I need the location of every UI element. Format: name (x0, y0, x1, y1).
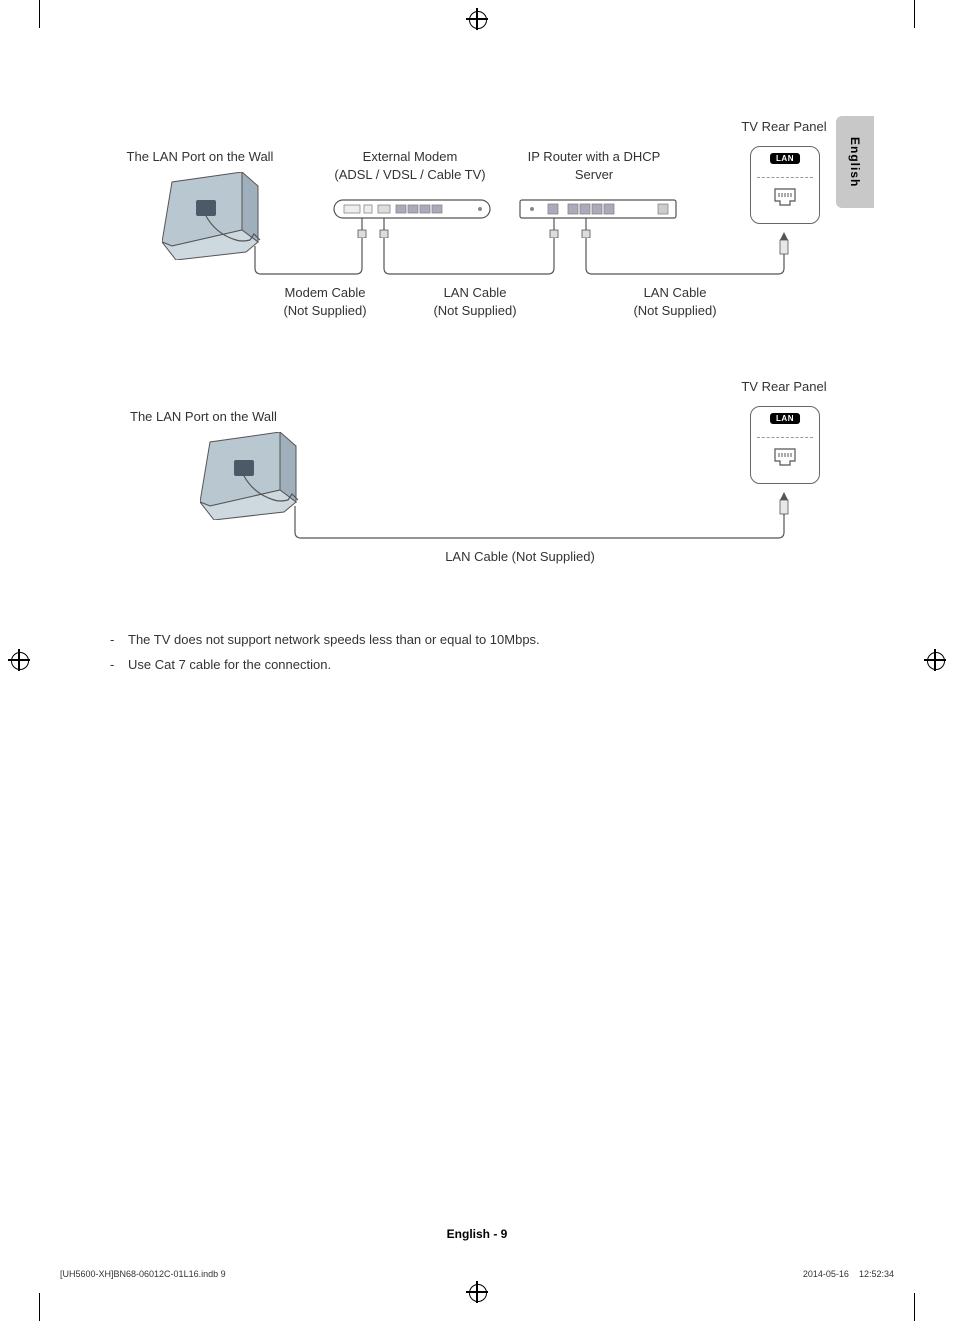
router-title: IP Router with a DHCP (528, 149, 661, 164)
print-date: 2014-05-16 (803, 1269, 849, 1279)
modem-cable-text: Modem Cable (285, 285, 366, 300)
note-item: Use Cat 7 cable for the connection. (110, 653, 860, 678)
modem-label: External Modem (ADSL / VDSL / Cable TV) (320, 148, 500, 184)
tv-rear-panel-icon-2: LAN (750, 406, 820, 484)
modem-cable-sub: (Not Supplied) (283, 303, 366, 318)
lan-cable-direct-label: LAN Cable (Not Supplied) (410, 548, 630, 566)
wall-port-label-2: The LAN Port on the Wall (130, 408, 330, 426)
lan-cable1-text: LAN Cable (444, 285, 507, 300)
lan-cable1-sub: (Not Supplied) (433, 303, 516, 318)
crop-mark (914, 1293, 915, 1321)
note-item: The TV does not support network speeds l… (110, 628, 860, 653)
tv-rear-panel-label: TV Rear Panel (714, 118, 854, 136)
router-label: IP Router with a DHCP Server (504, 148, 684, 184)
print-timestamp: 2014-05-16 12:52:34 (803, 1269, 894, 1279)
network-diagram-direct: TV Rear Panel The LAN Port on the Wall L… (100, 378, 860, 578)
lan-badge-2: LAN (770, 413, 800, 424)
registration-mark-icon (8, 649, 30, 671)
registration-mark-icon (924, 649, 946, 671)
crop-mark (39, 1293, 40, 1321)
ip-router-icon (518, 198, 678, 224)
registration-mark-icon (466, 1281, 488, 1303)
tv-rear-panel-icon: LAN (750, 146, 820, 224)
rj45-port-icon-2 (773, 447, 797, 467)
page-footer: English - 9 (0, 1227, 954, 1241)
print-filename: [UH5600-XH]BN68-06012C-01L16.indb 9 (60, 1269, 226, 1279)
note-text: The TV does not support network speeds l… (128, 632, 540, 647)
page-content: TV Rear Panel The LAN Port on the Wall E… (100, 100, 860, 677)
lan-cable2-sub: (Not Supplied) (633, 303, 716, 318)
print-time: 12:52:34 (859, 1269, 894, 1279)
modem-title: External Modem (363, 149, 458, 164)
wall-port-label: The LAN Port on the Wall (120, 148, 280, 166)
note-text: Use Cat 7 cable for the connection. (128, 657, 331, 672)
lan-cable1-label: LAN Cable (Not Supplied) (410, 284, 540, 320)
router-sub: Server (575, 167, 613, 182)
wall-lan-port-icon-2 (200, 432, 300, 520)
notes-list: The TV does not support network speeds l… (100, 628, 860, 677)
lan-badge: LAN (770, 153, 800, 164)
crop-mark (39, 0, 40, 28)
lan-cable2-text: LAN Cable (644, 285, 707, 300)
panel-divider-2 (757, 437, 813, 438)
tv-rear-panel-label-2: TV Rear Panel (714, 378, 854, 396)
rj45-port-icon (773, 187, 797, 207)
network-diagram-modem-router: TV Rear Panel The LAN Port on the Wall E… (100, 118, 860, 338)
modem-sub: (ADSL / VDSL / Cable TV) (334, 167, 485, 182)
crop-mark (914, 0, 915, 28)
panel-divider (757, 177, 813, 178)
wall-lan-port-icon (162, 172, 262, 260)
modem-cable-label: Modem Cable (Not Supplied) (260, 284, 390, 320)
registration-mark-icon (466, 8, 488, 30)
external-modem-icon (332, 198, 492, 224)
lan-cable2-label: LAN Cable (Not Supplied) (610, 284, 740, 320)
